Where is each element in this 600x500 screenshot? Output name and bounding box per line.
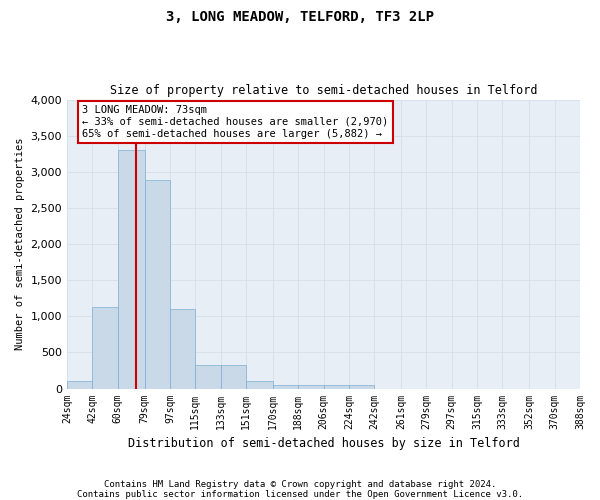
Bar [323, 384, 349, 388]
Text: 3 LONG MEADOW: 73sqm
← 33% of semi-detached houses are smaller (2,970)
65% of se: 3 LONG MEADOW: 73sqm ← 33% of semi-detac… [82, 106, 389, 138]
Bar [273, 384, 298, 388]
Bar [298, 384, 323, 388]
Text: Contains public sector information licensed under the Open Government Licence v3: Contains public sector information licen… [77, 490, 523, 499]
Bar [118, 150, 145, 388]
Bar [221, 364, 246, 388]
Bar [67, 382, 92, 388]
Text: Contains HM Land Registry data © Crown copyright and database right 2024.: Contains HM Land Registry data © Crown c… [104, 480, 496, 489]
Bar [246, 380, 273, 388]
Title: Size of property relative to semi-detached houses in Telford: Size of property relative to semi-detach… [110, 84, 537, 97]
Bar [170, 309, 195, 388]
Bar [145, 180, 170, 388]
Bar [195, 364, 221, 388]
Bar [349, 384, 374, 388]
Bar [92, 307, 118, 388]
Y-axis label: Number of semi-detached properties: Number of semi-detached properties [15, 138, 25, 350]
X-axis label: Distribution of semi-detached houses by size in Telford: Distribution of semi-detached houses by … [128, 437, 520, 450]
Text: 3, LONG MEADOW, TELFORD, TF3 2LP: 3, LONG MEADOW, TELFORD, TF3 2LP [166, 10, 434, 24]
